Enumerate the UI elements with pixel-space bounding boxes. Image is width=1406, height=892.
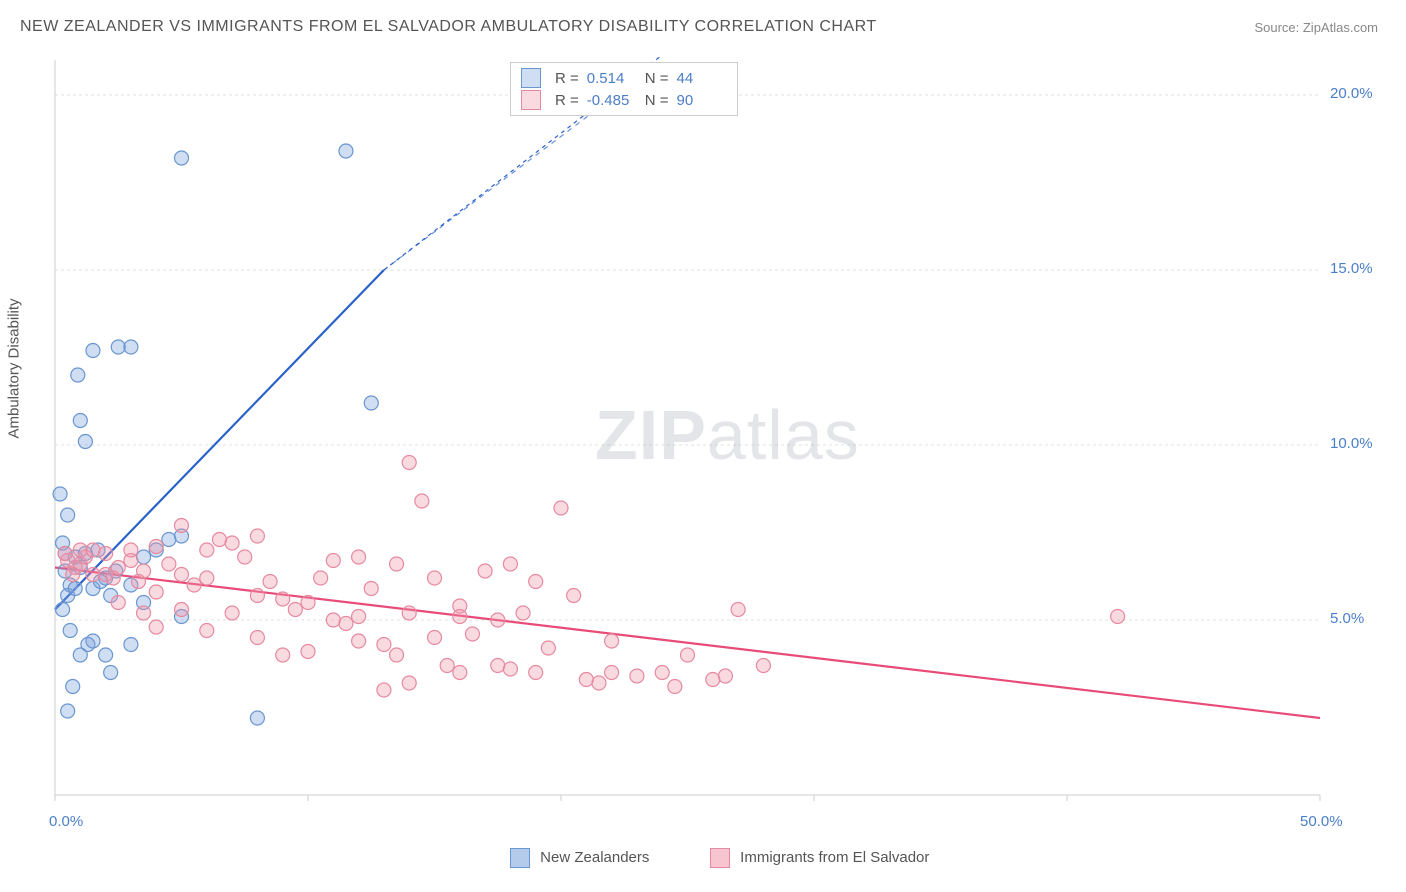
legend-label-1: New Zealanders [540, 849, 649, 866]
y-tick-label: 20.0% [1330, 85, 1373, 102]
stats-legend: R = 0.514 N = 44 R = -0.485 N = 90 [510, 62, 738, 116]
swatch-bottom-1 [510, 848, 530, 868]
chart-container [50, 55, 1380, 825]
r-value-2: -0.485 [587, 92, 637, 109]
x-tick-label: 0.0% [49, 813, 83, 830]
y-tick-label: 15.0% [1330, 260, 1373, 277]
y-axis-label: Ambulatory Disability [6, 298, 23, 438]
stats-row-2: R = -0.485 N = 90 [521, 89, 727, 111]
swatch-series-2 [521, 90, 541, 110]
stats-row-1: R = 0.514 N = 44 [521, 67, 727, 89]
bottom-legend-1: New Zealanders [510, 848, 649, 868]
source-label: Source: ZipAtlas.com [1254, 20, 1378, 35]
legend-label-2: Immigrants from El Salvador [740, 849, 929, 866]
r-label: R = [555, 70, 579, 87]
r-label: R = [555, 92, 579, 109]
chart-title: NEW ZEALANDER VS IMMIGRANTS FROM EL SALV… [20, 18, 877, 36]
n-value-2: 90 [677, 92, 727, 109]
swatch-bottom-2 [710, 848, 730, 868]
y-tick-label: 10.0% [1330, 435, 1373, 452]
n-label: N = [645, 70, 669, 87]
r-value-1: 0.514 [587, 70, 637, 87]
y-tick-label: 5.0% [1330, 610, 1364, 627]
n-value-1: 44 [677, 70, 727, 87]
x-tick-label: 50.0% [1300, 813, 1343, 830]
scatter-chart [50, 55, 1380, 825]
swatch-series-1 [521, 68, 541, 88]
n-label: N = [645, 92, 669, 109]
bottom-legend-2: Immigrants from El Salvador [710, 848, 929, 868]
